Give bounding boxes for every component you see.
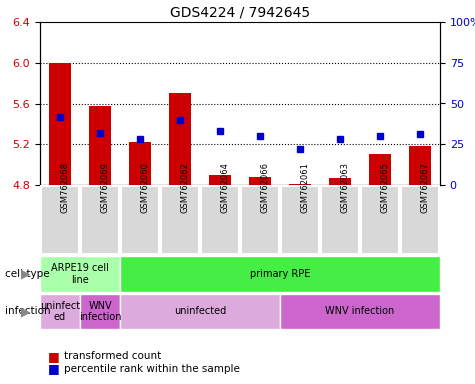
FancyBboxPatch shape [281,186,319,254]
FancyBboxPatch shape [120,294,280,329]
FancyBboxPatch shape [401,186,439,254]
FancyBboxPatch shape [241,186,279,254]
FancyBboxPatch shape [120,256,440,292]
Text: uninfected: uninfected [174,306,226,316]
Title: GDS4224 / 7942645: GDS4224 / 7942645 [170,5,310,20]
Text: cell type: cell type [5,269,49,279]
Bar [369,154,391,185]
Text: GSM762069: GSM762069 [100,162,109,212]
Text: ▶: ▶ [21,305,30,318]
Text: GSM762066: GSM762066 [260,162,269,213]
Text: ARPE19 cell
line: ARPE19 cell line [51,263,109,285]
Bar [49,63,71,185]
Text: infection: infection [5,306,50,316]
Text: GSM762068: GSM762068 [60,162,69,213]
Bar [209,175,231,185]
Text: GSM762064: GSM762064 [220,162,229,212]
FancyBboxPatch shape [80,294,120,329]
FancyBboxPatch shape [280,294,440,329]
Bar [129,142,151,185]
Text: primary RPE: primary RPE [250,269,310,279]
Text: GSM762065: GSM762065 [380,162,389,212]
Bar [409,146,431,185]
FancyBboxPatch shape [40,256,120,292]
FancyBboxPatch shape [41,186,79,254]
Text: WNV infection: WNV infection [325,306,395,316]
FancyBboxPatch shape [201,186,239,254]
FancyBboxPatch shape [161,186,199,254]
Text: GSM762063: GSM762063 [340,162,349,213]
Text: ■: ■ [48,362,59,375]
FancyBboxPatch shape [40,294,80,329]
FancyBboxPatch shape [321,186,359,254]
Text: ■: ■ [48,350,59,363]
Text: ▶: ▶ [21,268,30,280]
FancyBboxPatch shape [81,186,119,254]
Bar [89,106,111,185]
Text: GSM762060: GSM762060 [140,162,149,212]
Text: GSM762067: GSM762067 [420,162,429,213]
Text: WNV
infection: WNV infection [79,301,121,322]
Bar [249,177,271,185]
Text: uninfect
ed: uninfect ed [40,301,80,322]
Bar [289,184,311,185]
FancyBboxPatch shape [361,186,399,254]
Text: percentile rank within the sample: percentile rank within the sample [64,364,240,374]
FancyBboxPatch shape [121,186,159,254]
Text: GSM762062: GSM762062 [180,162,189,212]
Text: GSM762061: GSM762061 [300,162,309,212]
Text: transformed count: transformed count [64,351,162,361]
Bar [169,93,191,185]
Bar [329,178,351,185]
